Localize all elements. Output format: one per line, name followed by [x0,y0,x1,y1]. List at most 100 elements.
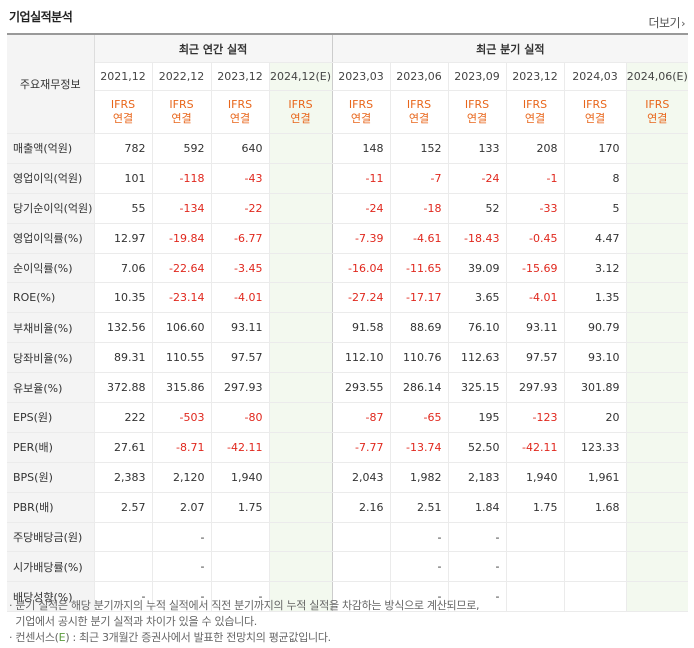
chevron-right-icon: › [681,17,685,30]
row-label: PER(배) [7,432,94,463]
table-cell: 106.60 [151,312,211,344]
table-cell [268,163,333,194]
table-cell: -503 [151,402,211,433]
footnote-consensus-prefix: · 컨센서스( [9,631,59,644]
table-cell [268,432,333,463]
table-cell: 152 [389,133,449,164]
std-consolidated: 연결 [524,112,546,125]
accounting-standard: IFRS 연결 [389,90,449,134]
table-row: 당기순이익(억원) 55 -134 -22 -24 -18 52 -33 5 [7,193,689,224]
table-cell: 110.55 [151,342,211,374]
table-cell: -8.71 [151,432,211,463]
table-cell [505,551,565,583]
table-cell: 286.14 [389,372,449,404]
table-cell: - [151,521,211,553]
row-label: 시가배당률(%) [7,551,94,583]
section-title: 기업실적분석 [9,10,73,24]
std-ifrs: IFRS [464,98,490,111]
table-cell: 5 [563,193,627,224]
table-cell: 91.58 [331,312,391,344]
accounting-standard: IFRS 연결 [268,90,333,134]
period-header: 2024,12(E) [268,62,333,91]
table-cell: 222 [93,402,152,433]
estimate-mark: E [58,631,66,644]
table-row: 영업이익률(%) 12.97 -19.84 -6.77 -7.39 -4.61 -18.43… [7,222,689,254]
table-cell [210,551,269,583]
table-cell: 293.55 [331,372,391,404]
table-cell [625,312,689,344]
table-cell [331,551,391,583]
table-cell: 297.93 [210,372,269,404]
accounting-standard: IFRS 연결 [625,90,689,134]
table-cell [268,253,333,284]
table-cell: 3.65 [447,282,507,314]
table-cell: 301.89 [563,372,627,404]
table-cell: -123 [505,402,565,433]
table-cell: 297.93 [505,372,565,404]
table-cell: 112.10 [331,342,391,374]
table-cell: -1 [505,163,565,194]
table-cell [268,312,333,344]
table-cell: -17.17 [389,282,449,314]
table-cell: 110.76 [389,342,449,374]
table-cell: - [389,581,449,613]
accounting-standard: IFRS 연결 [210,90,269,134]
table-row: 주당배당금(원) - - - [7,521,689,553]
row-label: 당좌비율(%) [7,342,94,374]
table-cell: -19.84 [151,222,211,254]
table-cell [625,222,689,254]
table-cell: 132.56 [93,312,152,344]
table-cell: -11.65 [389,253,449,284]
std-consolidated: 연결 [584,112,606,125]
table-cell: -80 [210,402,269,433]
std-ifrs: IFRS [169,98,194,111]
table-cell: 39.09 [447,253,507,284]
std-ifrs: IFRS [645,98,670,111]
table-cell: 76.10 [447,312,507,344]
more-link[interactable]: 더보기› [648,14,685,31]
row-label: 영업이익률(%) [7,222,94,254]
table-cell: 315.86 [151,372,211,404]
row-label: 순이익률(%) [7,253,94,284]
table-cell: -22.64 [151,253,211,284]
table-cell [625,282,689,314]
footnote-consensus-suffix: ) : 최근 3개월간 증권사에서 발표한 전망치의 평균값입니다. [65,631,331,644]
table-cell: 1,940 [505,462,565,493]
std-consolidated: 연결 [408,112,430,125]
table-row: 유보율(%) 372.88 315.86 297.93 293.55 286.14 325.… [7,372,689,404]
row-label: 부채비율(%) [7,312,94,344]
table-cell: 1.75 [505,492,565,523]
table-cell [505,521,565,553]
table-cell: -3.45 [210,253,269,284]
table-cell: - [389,551,449,583]
table-cell [563,581,627,613]
table-cell: -4.01 [505,282,565,314]
table-cell [625,432,689,463]
std-consolidated: 연결 [112,112,134,125]
table-cell: 97.57 [210,342,269,374]
row-label: 매출액(억원) [7,133,94,164]
table-row: PBR(배) 2.57 2.07 1.75 2.16 2.51 1.84 1.75 1.68 [7,492,689,523]
std-ifrs: IFRS [110,98,136,111]
table-cell: 325.15 [447,372,507,404]
table-row: 매출액(억원) 782 592 640 148 152 133 208 170 [7,133,689,164]
table-cell: 1.75 [210,492,269,523]
table-cell: -4.61 [389,222,449,254]
table-cell: - [151,581,211,613]
row-label: 배당성향(%) [7,581,94,613]
table-cell [331,581,391,613]
period-header: 2023,12 [210,62,269,91]
table-cell [563,521,627,553]
table-cell [505,581,565,613]
table-cell: 52 [447,193,507,224]
table-cell [268,402,333,433]
table-cell [625,581,689,613]
table-cell [625,253,689,284]
table-cell: 592 [151,133,211,164]
table-cell: -18 [389,193,449,224]
table-cell: 12.97 [93,222,152,254]
row-label: 주당배당금(원) [7,521,94,553]
table-cell: -134 [151,193,211,224]
std-ifrs: IFRS [348,98,374,111]
accounting-standard: IFRS 연결 [331,90,391,134]
